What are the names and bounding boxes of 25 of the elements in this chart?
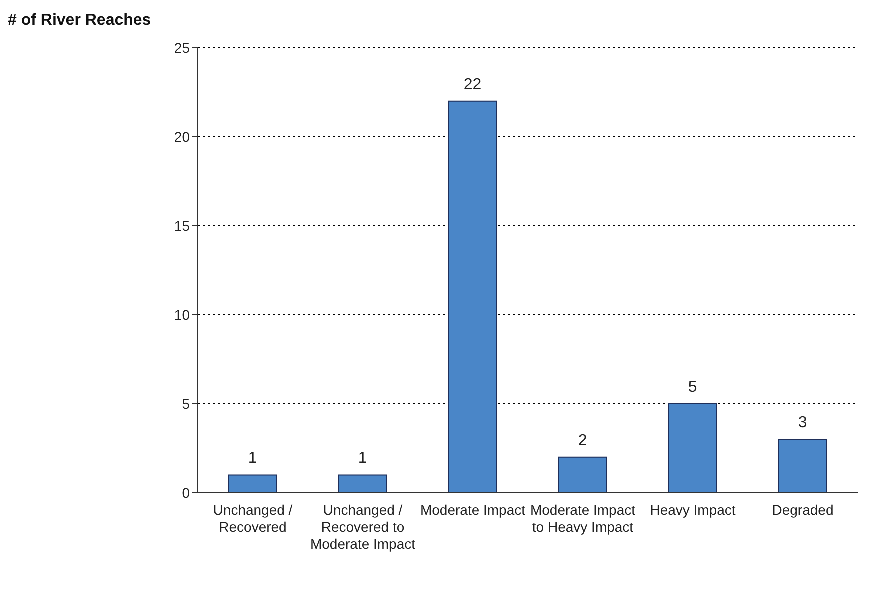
y-tick-label: 0 <box>182 484 190 501</box>
bar <box>778 439 828 493</box>
y-tick-label: 25 <box>174 40 190 56</box>
data-label: 1 <box>248 450 258 468</box>
y-axis-title: # of River Reaches <box>8 12 152 30</box>
x-tick-label: Unchanged / Recovered to Moderate Impact <box>310 502 416 552</box>
x-tick-label: Moderate Impact <box>420 502 526 518</box>
x-tick-label: Heavy Impact <box>650 502 736 518</box>
bar <box>558 456 608 493</box>
bar <box>668 404 718 493</box>
bar <box>448 100 498 493</box>
data-label: 22 <box>464 76 482 94</box>
data-label: 5 <box>688 379 698 396</box>
bar <box>338 474 388 493</box>
data-label: 3 <box>798 414 808 432</box>
x-tick-label: Moderate Impact to Heavy Impact <box>530 502 636 535</box>
x-tick-label: Unchanged / Recovered <box>213 502 293 535</box>
y-tick-label: 10 <box>174 306 190 323</box>
data-label: 1 <box>358 450 368 468</box>
y-tick-label: 15 <box>174 218 190 234</box>
y-tick-label: 20 <box>174 128 190 145</box>
x-tick-label: Degraded <box>772 502 834 518</box>
data-label: 2 <box>578 432 588 450</box>
bar <box>228 474 278 493</box>
y-tick-label: 5 <box>182 396 190 412</box>
